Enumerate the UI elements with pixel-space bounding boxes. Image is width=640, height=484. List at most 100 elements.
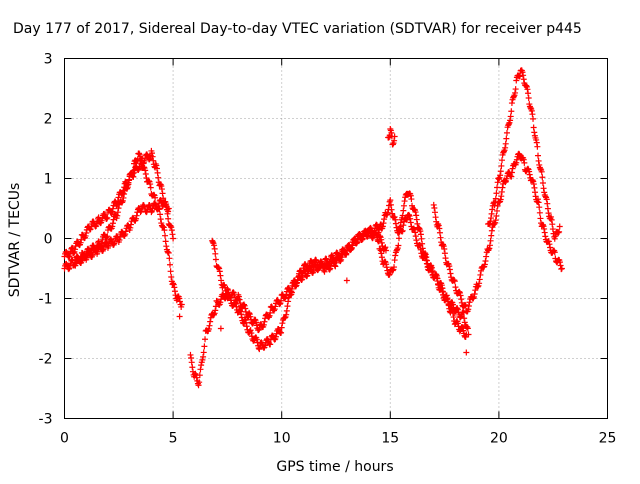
data-point [114, 198, 121, 205]
data-point [481, 261, 488, 268]
data-point [247, 313, 254, 320]
plot-frame [64, 58, 608, 419]
data-point [319, 262, 326, 269]
data-point [195, 382, 202, 389]
data-point [509, 165, 516, 172]
data-point [209, 239, 216, 246]
data-point [136, 163, 143, 170]
data-point [391, 213, 398, 220]
data-point [167, 222, 174, 229]
data-point [176, 298, 183, 305]
data-point [494, 179, 501, 186]
data-point [534, 196, 541, 203]
data-point [95, 214, 102, 221]
data-point [465, 331, 472, 338]
data-point [303, 273, 310, 280]
data-point [359, 236, 366, 243]
data-point [410, 225, 417, 232]
data-point [289, 282, 296, 289]
data-point [391, 257, 398, 264]
data-point [114, 201, 121, 208]
data-point [299, 270, 306, 277]
data-point [207, 314, 214, 321]
data-point [159, 190, 166, 197]
data-point [412, 229, 419, 236]
data-point [508, 169, 515, 176]
data-point [171, 288, 178, 295]
data-point [170, 280, 177, 287]
data-point [540, 185, 547, 192]
data-point [408, 196, 415, 203]
x-tick-label: 10 [273, 431, 291, 447]
data-point [154, 205, 161, 212]
data-point [535, 199, 542, 206]
x-tick-label: 5 [169, 431, 178, 447]
data-point [201, 343, 208, 350]
data-point [382, 247, 389, 254]
data-point [165, 208, 172, 215]
data-point [163, 201, 170, 208]
data-point [440, 288, 447, 295]
data-point [111, 238, 118, 245]
data-point [487, 237, 494, 244]
data-point [451, 277, 458, 284]
data-point [237, 300, 244, 307]
data-point [537, 165, 544, 172]
series-track-g [374, 197, 472, 338]
data-point [196, 372, 203, 379]
data-point [324, 261, 331, 268]
data-point [265, 340, 272, 347]
series-track-b [61, 147, 177, 261]
data-point [407, 215, 414, 222]
data-point [278, 329, 285, 336]
data-point [266, 312, 273, 319]
data-point [310, 263, 317, 270]
data-point [271, 336, 278, 343]
data-point [413, 237, 420, 244]
data-point [267, 341, 274, 348]
data-point [474, 283, 481, 290]
data-point [215, 264, 222, 271]
data-point [218, 277, 225, 284]
data-point [83, 229, 90, 236]
data-point [253, 336, 260, 343]
data-point [165, 215, 172, 222]
data-point [276, 328, 283, 335]
data-point [206, 322, 213, 329]
data-point [126, 176, 133, 183]
y-tick-label: -3 [39, 412, 53, 428]
data-point [101, 243, 108, 250]
data-point [333, 259, 339, 266]
data-point [395, 229, 402, 236]
data-point [272, 303, 279, 310]
data-point [267, 309, 274, 316]
data-point [295, 274, 302, 281]
data-point [530, 115, 537, 122]
data-point [442, 255, 449, 262]
data-point [200, 353, 207, 360]
data-point [170, 235, 177, 242]
data-point [493, 213, 500, 220]
data-point [232, 301, 239, 308]
data-point [548, 213, 555, 220]
data-point [157, 216, 164, 223]
data-point [472, 287, 479, 294]
data-point [255, 327, 262, 334]
data-point [488, 232, 495, 239]
data-point [165, 249, 172, 256]
data-point [464, 325, 471, 332]
data-point [379, 223, 386, 230]
data-point [127, 224, 134, 231]
data-point [411, 226, 418, 233]
data-point [242, 308, 249, 315]
data-point [342, 251, 349, 258]
data-point [530, 124, 537, 131]
data-point [417, 242, 424, 249]
data-point [98, 217, 105, 224]
data-point [436, 225, 443, 232]
data-point [343, 277, 350, 284]
data-point [528, 107, 535, 114]
data-point [166, 255, 173, 262]
data-point [534, 152, 541, 159]
data-point [544, 200, 551, 207]
